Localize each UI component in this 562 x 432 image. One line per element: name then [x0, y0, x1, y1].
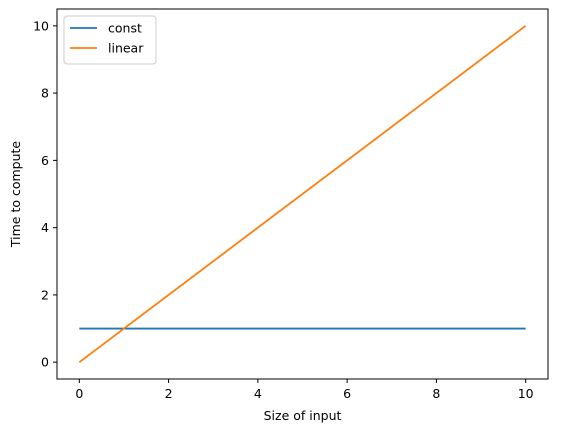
legend-label-linear: linear [108, 41, 144, 56]
x-tick-label: 6 [343, 386, 351, 401]
series-line-linear [78, 25, 527, 363]
x-axis-label: Size of input [264, 408, 342, 423]
x-tick-label: 4 [254, 386, 262, 401]
y-tick-label: 8 [41, 86, 49, 101]
x-tick-label: 10 [518, 386, 534, 401]
y-tick-label: 6 [41, 153, 49, 168]
y-tick-label: 10 [33, 18, 49, 33]
y-tick-label: 0 [41, 355, 49, 370]
legend-label-const: const [108, 21, 142, 36]
x-tick-label: 8 [432, 386, 440, 401]
x-tick-label: 2 [165, 386, 173, 401]
y-tick-label: 4 [41, 220, 49, 235]
legend: const linear [63, 15, 157, 65]
y-tick-label: 2 [41, 287, 49, 302]
plot-frame [56, 8, 549, 380]
x-tick-label: 0 [75, 386, 83, 401]
y-axis-label: Time to compute [8, 141, 23, 249]
series-layer [78, 25, 527, 363]
axes-layer: 0 2 4 6 8 10 0 2 4 6 8 10 [33, 8, 549, 401]
